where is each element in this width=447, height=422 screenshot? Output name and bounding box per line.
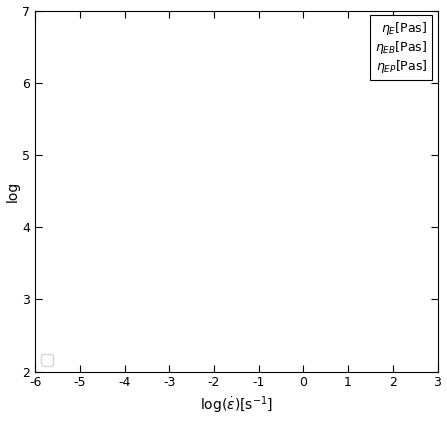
X-axis label: log($\dot{\varepsilon}$)[s$^{-1}$]: log($\dot{\varepsilon}$)[s$^{-1}$] — [200, 395, 273, 417]
Y-axis label: log: log — [5, 181, 20, 202]
Text: $\eta_E$[Pas]
$\eta_{EB}$[Pas]
$\eta_{EP}$[Pas]: $\eta_E$[Pas] $\eta_{EB}$[Pas] $\eta_{EP… — [375, 19, 427, 76]
Legend:  — [41, 354, 53, 365]
